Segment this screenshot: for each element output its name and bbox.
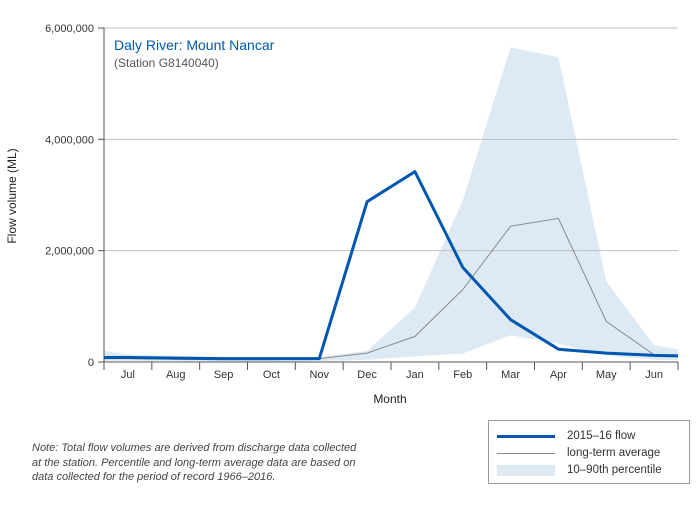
legend-label-percentile: 10–90th percentile <box>567 464 662 476</box>
percentile-band <box>104 47 678 362</box>
label-layer: Daly River: Mount Nancar (Station G81400… <box>5 37 407 406</box>
legend-swatch-flow <box>497 434 555 438</box>
series-layer <box>104 170 679 361</box>
x-tick-label: Jan <box>406 369 424 381</box>
percentile-band-layer <box>104 47 678 362</box>
legend-item-average: long-term average <box>497 445 660 461</box>
legend-swatch-percentile <box>497 464 555 476</box>
legend-item-percentile: 10–90th percentile <box>497 462 662 478</box>
x-axis-label: Month <box>373 392 406 406</box>
note-line-3: data collected for the period of record … <box>32 471 276 483</box>
y-tick-label: 6,000,000 <box>45 23 94 35</box>
x-tick-label: May <box>596 369 617 381</box>
note-line-1: Note: Total flow volumes are derived fro… <box>32 442 357 454</box>
legend-item-flow: 2015–16 flow <box>497 428 635 444</box>
x-tick-label: Dec <box>357 369 377 381</box>
x-tick-label: Feb <box>453 369 472 381</box>
axes-layer: 0 2,000,000 4,000,000 6,000,000 Jul Aug Sep Oct… <box>45 23 679 381</box>
x-tick-label: Jul <box>121 369 135 381</box>
x-tick-label: Apr <box>550 369 567 381</box>
x-tick-label: Oct <box>263 369 280 381</box>
x-tick-label: Sep <box>214 369 234 381</box>
series-line-2015-16-flow <box>104 170 679 361</box>
legend-label-flow: 2015–16 flow <box>567 430 636 442</box>
x-tick-label: Jun <box>645 369 663 381</box>
note-line-2: at the station. Percentile and long-term… <box>32 456 356 469</box>
y-axis-label: Flow volume (ML) <box>5 148 19 243</box>
chart-title: Daly River: Mount Nancar <box>114 37 275 53</box>
y-tick-label: 4,000,000 <box>45 134 94 146</box>
chart-subtitle: (Station G8140040) <box>114 56 219 70</box>
y-tick-label: 2,000,000 <box>45 246 94 258</box>
y-tick-label: 0 <box>88 357 94 369</box>
x-tick-label: Aug <box>166 369 186 381</box>
legend-swatch-average <box>497 452 555 454</box>
chart-note: Note: Total flow volumes are derived fro… <box>32 441 412 485</box>
x-tick-label: Nov <box>309 369 329 381</box>
chart-legend: 2015–16 flow long-term average 10–90th p… <box>488 420 690 484</box>
legend-label-average: long-term average <box>567 447 661 459</box>
x-tick-label: Mar <box>501 369 520 381</box>
